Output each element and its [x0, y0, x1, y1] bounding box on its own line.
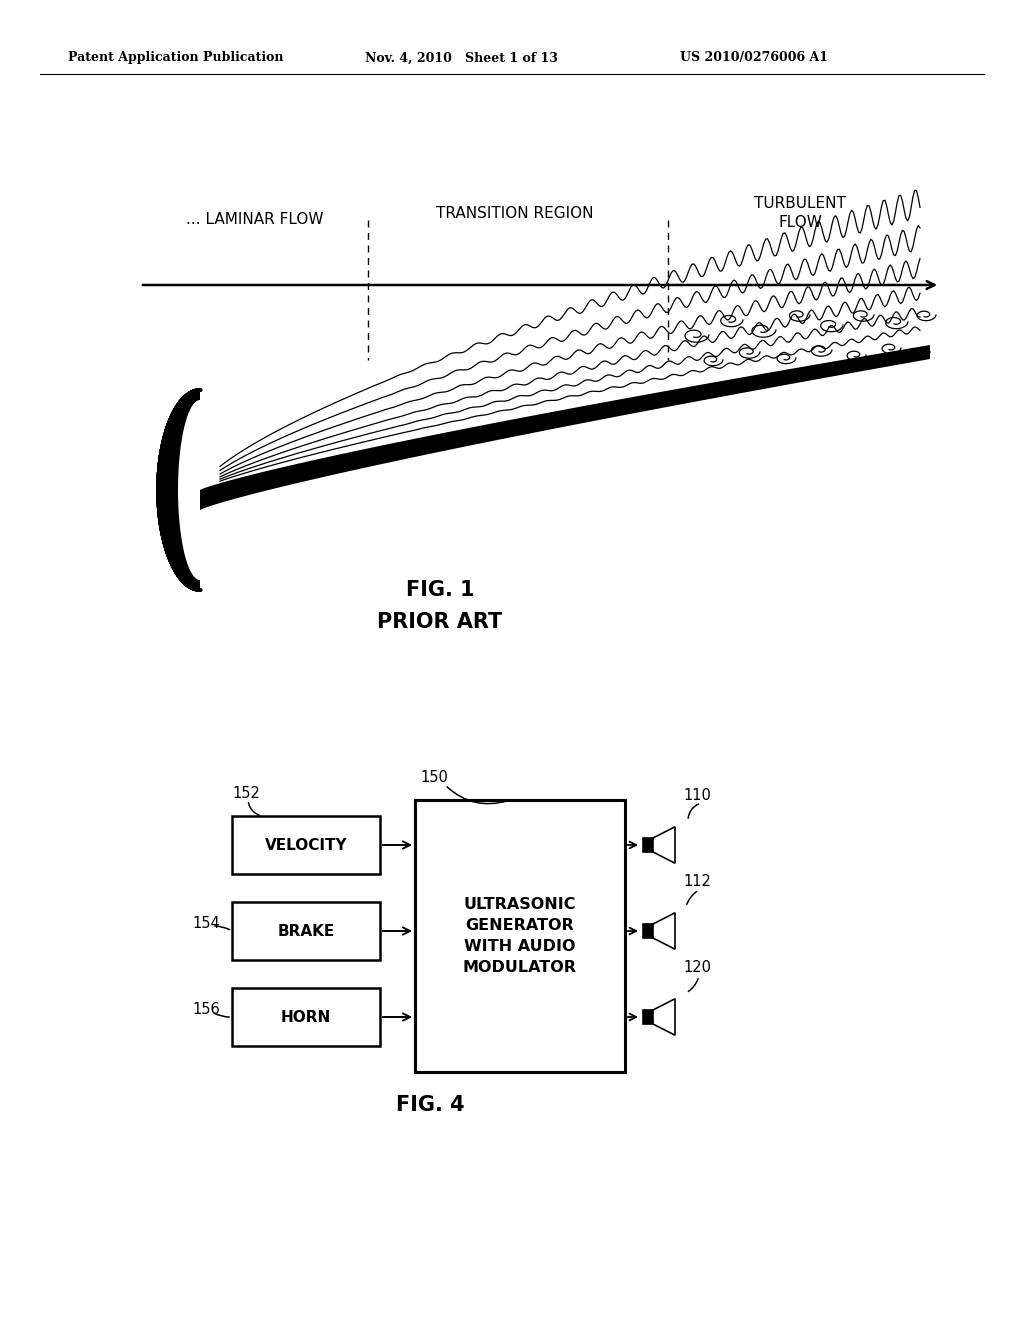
Text: HORN: HORN	[281, 1010, 331, 1024]
Polygon shape	[158, 389, 200, 590]
Text: ULTRASONIC
GENERATOR
WITH AUDIO
MODULATOR: ULTRASONIC GENERATOR WITH AUDIO MODULATO…	[463, 898, 577, 975]
Bar	[643, 838, 653, 851]
Text: 152: 152	[232, 785, 260, 800]
Text: FIG. 4: FIG. 4	[395, 1096, 464, 1115]
Polygon shape	[200, 345, 930, 510]
Bar	[415, 800, 625, 1072]
Bar	[232, 816, 380, 874]
Text: 112: 112	[683, 874, 711, 890]
Text: Patent Application Publication: Patent Application Publication	[68, 51, 284, 65]
Text: 150: 150	[420, 771, 447, 785]
Text: 156: 156	[193, 1002, 220, 1016]
Bar	[232, 987, 380, 1045]
Text: VELOCITY: VELOCITY	[264, 837, 347, 853]
Text: BRAKE: BRAKE	[278, 924, 335, 939]
Text: US 2010/0276006 A1: US 2010/0276006 A1	[680, 51, 828, 65]
Polygon shape	[653, 826, 675, 863]
Bar	[232, 902, 380, 960]
Text: TRANSITION REGION: TRANSITION REGION	[436, 206, 594, 220]
Text: 120: 120	[683, 961, 711, 975]
Text: 110: 110	[683, 788, 711, 803]
Text: TURBULENT
FLOW: TURBULENT FLOW	[754, 197, 846, 230]
Bar	[643, 1010, 653, 1024]
Text: ... LAMINAR FLOW: ... LAMINAR FLOW	[186, 213, 324, 227]
Text: Nov. 4, 2010   Sheet 1 of 13: Nov. 4, 2010 Sheet 1 of 13	[365, 51, 558, 65]
Text: PRIOR ART: PRIOR ART	[378, 612, 503, 632]
Text: 154: 154	[193, 916, 220, 931]
Polygon shape	[653, 913, 675, 949]
Polygon shape	[653, 999, 675, 1035]
Text: FIG. 1: FIG. 1	[406, 579, 474, 601]
Bar	[643, 924, 653, 939]
